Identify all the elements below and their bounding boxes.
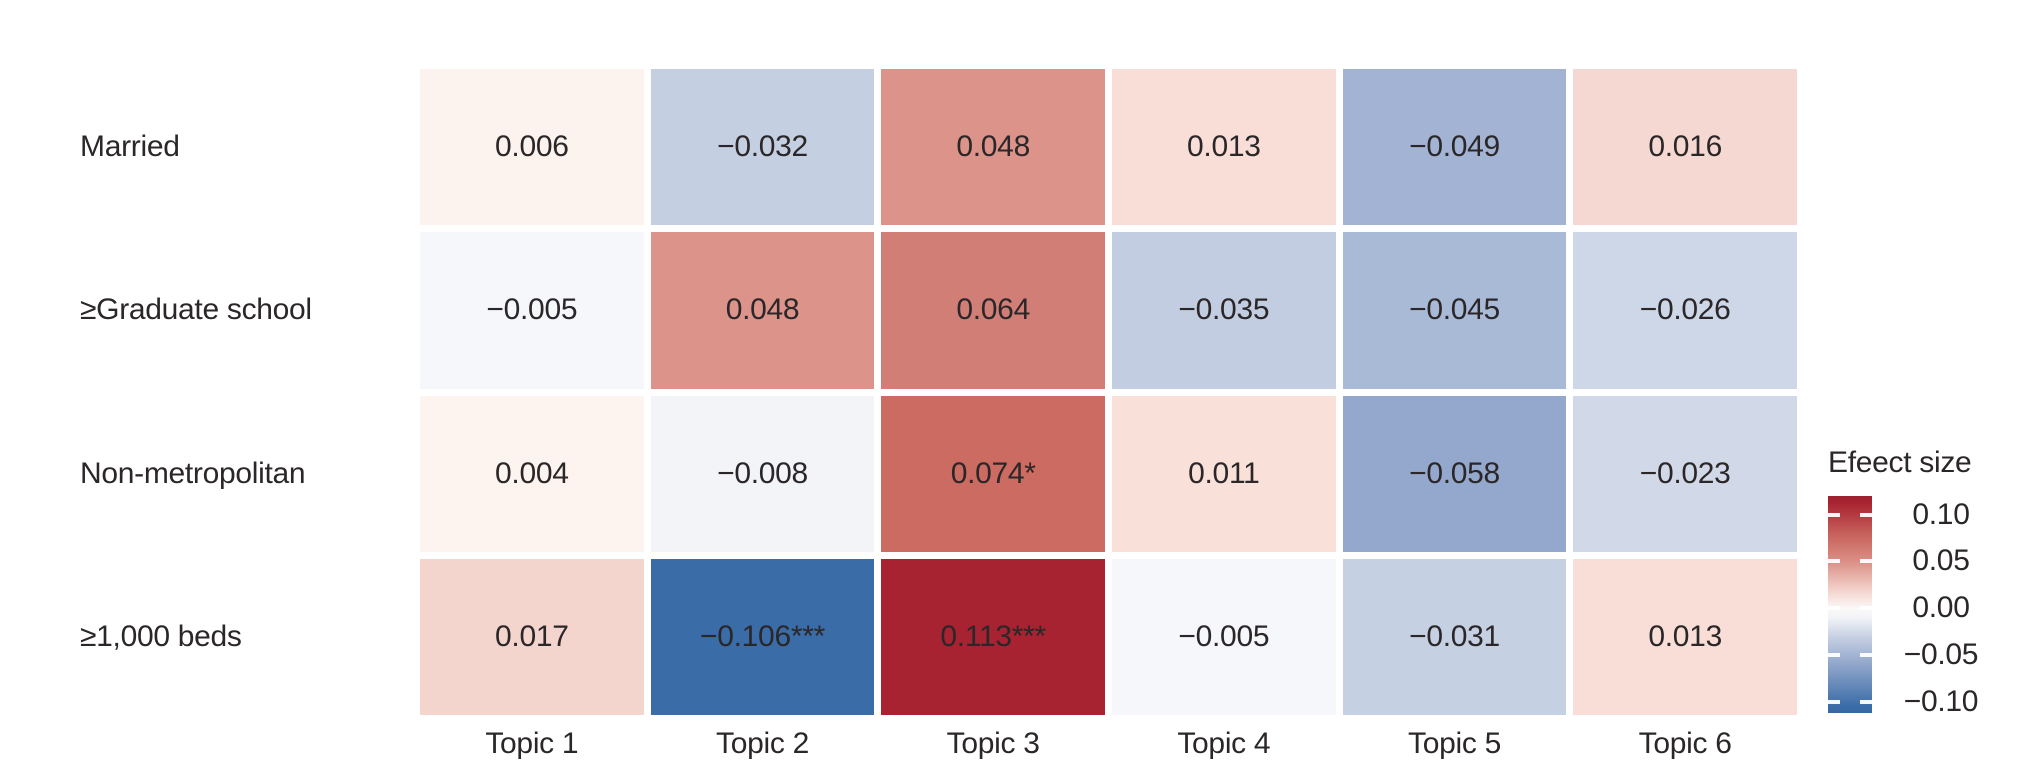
heatmap-cell: −0.106*** <box>650 558 875 715</box>
column-label: Topic 4 <box>1177 727 1271 760</box>
column-labels: Topic 1 Topic 2 Topic 3 Topic 4 Topic 5 Topic… <box>420 726 1797 762</box>
colorbar-tickmark <box>1828 606 1840 611</box>
heatmap-cell: 0.016 <box>1573 69 1797 226</box>
row-label: Non-metropolitan <box>80 456 306 490</box>
colorbar-tickmark <box>1860 559 1872 564</box>
heatmap-cell: 0.011 <box>1112 395 1336 552</box>
heatmap-cell: −0.008 <box>650 395 875 552</box>
heatmap-cell: −0.005 <box>420 232 644 389</box>
heatmap-cell: −0.045 <box>1342 232 1567 389</box>
column-label: Topic 1 <box>485 727 579 760</box>
colorbar-tickmark <box>1860 699 1872 704</box>
heatmap-cell: 0.004 <box>420 395 644 552</box>
row-label: ≥1,000 beds <box>80 619 242 653</box>
legend-tick-label: 0.10 <box>1912 497 1970 531</box>
heatmap-cell: 0.048 <box>650 232 875 389</box>
row-label: Married <box>80 130 180 164</box>
heatmap-cell: −0.026 <box>1573 232 1797 389</box>
colorbar-tickmark <box>1828 512 1840 517</box>
heatmap-cell: 0.113*** <box>881 558 1105 715</box>
legend-tick-labels: 0.10 0.05 0.00 −0.05 −0.10 <box>1886 496 1996 718</box>
legend-tick-label: −0.05 <box>1903 638 1979 671</box>
heatmap-cell: −0.005 <box>1112 558 1336 715</box>
colorbar-tickmark <box>1860 653 1872 657</box>
legend-tick-label: 0.05 <box>1912 544 1970 578</box>
heatmap-cell: 0.064 <box>881 232 1105 389</box>
heatmap-cell: −0.032 <box>650 69 875 226</box>
legend-tick-label: −0.10 <box>1903 684 1979 718</box>
column-label: Topic 2 <box>716 727 809 760</box>
heatmap-grid: 0.006 −0.032 0.048 0.013 −0.049 0.016 −0.005 0.… <box>420 69 1797 715</box>
column-label: Topic 6 <box>1638 727 1732 760</box>
heatmap-cell: 0.013 <box>1573 558 1797 715</box>
heatmap-cell: 0.006 <box>420 69 644 226</box>
row-label: ≥Graduate school <box>80 293 312 327</box>
heatmap-cell: 0.013 <box>1112 69 1336 226</box>
heatmap-cell: −0.058 <box>1342 395 1567 552</box>
heatmap-cell: −0.023 <box>1573 395 1797 552</box>
legend-title: Efeect size <box>1828 446 1972 479</box>
heatmap-cell: −0.035 <box>1112 232 1336 389</box>
heatmap-cell: 0.074* <box>881 395 1105 552</box>
heatmap-cell: 0.048 <box>881 69 1105 226</box>
colorbar-tickmark <box>1860 512 1872 517</box>
legend-tick-label: 0.00 <box>1912 591 1970 625</box>
heatmap-cell: −0.049 <box>1342 69 1567 226</box>
colorbar-tickmark <box>1828 559 1840 564</box>
legend-colorbar <box>1828 496 1872 713</box>
colorbar-tickmark <box>1828 653 1840 657</box>
row-labels: Married ≥Graduate school Non-metropolitan ≥… <box>80 69 410 715</box>
heatmap-cell: −0.031 <box>1342 558 1567 715</box>
column-label: Topic 3 <box>946 727 1040 760</box>
heatmap-cell: 0.017 <box>420 558 644 715</box>
colorbar-tickmark <box>1828 699 1840 704</box>
column-label: Topic 5 <box>1408 727 1501 760</box>
colorbar-tickmark <box>1860 606 1872 611</box>
